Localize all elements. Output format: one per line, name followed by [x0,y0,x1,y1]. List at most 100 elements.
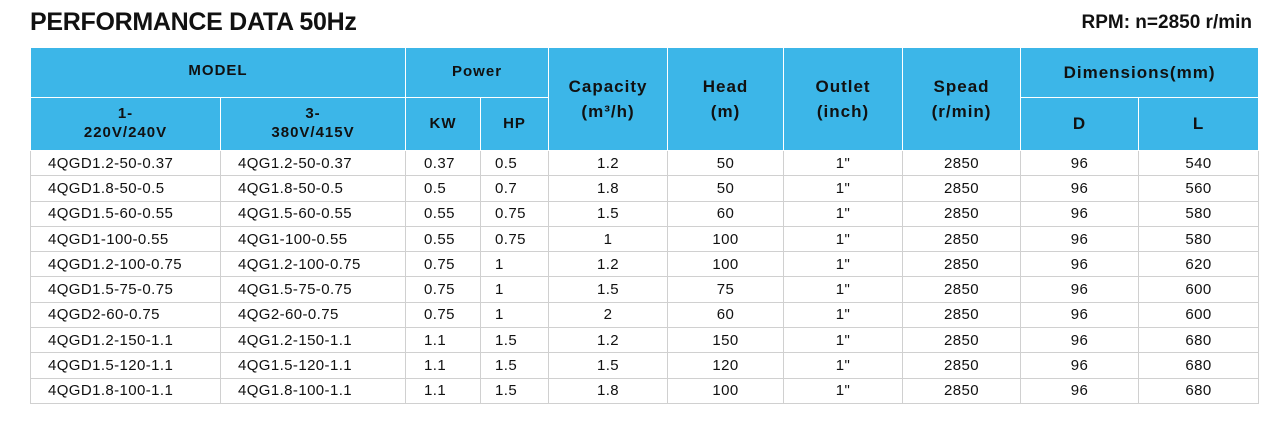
table-cell: 2 [548,301,669,329]
table-cell: 96 [1020,175,1140,202]
table-cell: 2850 [902,276,1022,303]
table-cell: 1.2 [548,251,669,278]
table-cell: 60 [667,200,785,227]
table-cell: 4QGD1.8-100-1.1 [30,377,221,404]
table-cell: 1" [783,149,904,177]
table-row: 4QGD1.2-50-0.37 4QG1.2-50-0.37 0.37 0.5 1.2 5… [30,149,1282,177]
table-cell: 4QGD2-60-0.75 [30,301,221,329]
table-row: 4QGD1.8-50-0.5 4QG1.8-50-0.5 0.5 0.7 1.8 50 1"… [30,175,1282,202]
table-cell: 2850 [902,200,1022,227]
table-cell: 0.75 [405,276,482,303]
table-cell: 4QG1.5-75-0.75 [219,276,407,303]
table-cell: 580 [1138,200,1260,227]
table-cell: 50 [667,175,785,202]
header-cell: L [1138,97,1260,151]
header-cell: MODEL [29,47,407,98]
table-cell: 0.5 [480,149,550,177]
table-cell: 4QGD1.5-75-0.75 [30,276,221,303]
table-row: 4QGD1.8-100-1.1 4QG1.8-100-1.1 1.1 1.5 1.8 10… [30,377,1282,404]
header-unit: (inch) [816,102,870,121]
table-cell: 2850 [902,327,1022,354]
header-text: Capacity [568,76,648,96]
table-cell: 1 [480,251,550,278]
table-cell: 1" [783,251,904,278]
header-text: Head [702,76,749,96]
table-cell: 600 [1138,276,1260,303]
table-cell: 1" [783,276,904,303]
table-row: 4QGD1.5-120-1.1 4QG1.5-120-1.1 1.1 1.5 1.5 12… [30,352,1282,379]
table-cell: 1.8 [548,377,669,404]
table-cell: 1.5 [480,377,550,404]
table-cell: 100 [667,377,785,404]
table-cell: 1 [480,276,550,303]
table-cell: 0.75 [405,251,482,278]
table-cell: 100 [667,225,785,253]
table-cell: 0.5 [405,175,482,202]
table-cell: 4QG1.2-50-0.37 [219,149,407,177]
table-cell: 96 [1020,377,1140,404]
table-cell: 4QG2-60-0.75 [219,301,407,329]
table-cell: 1.8 [548,175,669,202]
header-text: 1- [117,105,134,123]
table-cell: 2850 [902,301,1022,329]
table-row: 4QGD1.2-150-1.1 4QG1.2-150-1.1 1.1 1.5 1.2 15… [30,327,1282,354]
table-row: 4QGD1.2-100-0.75 4QG1.2-100-0.75 0.75 1 1.2 1… [30,251,1282,278]
header-text: 3- [305,105,321,123]
table-cell: 4QG1.8-50-0.5 [219,175,407,202]
table-cell: 2850 [902,352,1022,379]
table-cell: 1" [783,175,904,202]
table-cell: 4QG1-100-0.55 [219,225,407,253]
table-cell: 1" [783,327,904,354]
table-cell: 580 [1138,225,1260,253]
table-row: 4QGD1.5-60-0.55 4QG1.5-60-0.55 0.55 0.75 1.5… [30,200,1282,227]
table-cell: 1.5 [548,276,669,303]
header-unit: (r/min) [931,102,992,121]
table-cell: 1" [783,352,904,379]
table-cell: 96 [1020,149,1140,177]
table-cell: 680 [1138,327,1260,354]
table-cell: 4QGD1-100-0.55 [30,225,221,253]
table-cell: 2850 [902,225,1022,253]
table-cell: 1.1 [405,327,482,354]
table-cell: 4QG1.5-120-1.1 [219,352,407,379]
table-cell: 4QG1.5-60-0.55 [219,200,407,227]
table-cell: 0.7 [480,175,550,202]
table-cell: 0.37 [405,149,482,177]
table-cell: 4QGD1.8-50-0.5 [30,175,221,202]
table-cell: 1 [548,225,669,253]
table-cell: 75 [667,276,785,303]
table-cell: 680 [1138,377,1260,404]
table-cell: 2850 [902,377,1022,404]
table-cell: 150 [667,327,785,354]
table-cell: 1.2 [548,327,669,354]
table-cell: 1.5 [480,327,550,354]
header-cell: Power [405,47,550,98]
table-row: 4QGD1-100-0.55 4QG1-100-0.55 0.55 0.75 1 100 1… [30,225,1282,253]
table-cell: 96 [1020,251,1140,278]
table-cell: 60 [667,301,785,329]
header-cell: HP [480,97,550,151]
table-cell: 1.5 [548,352,669,379]
table-cell: 4QG1.2-150-1.1 [219,327,407,354]
header-unit: (m) [710,102,741,121]
table-cell: 1" [783,200,904,227]
table-cell: 680 [1138,352,1260,379]
header-cell: D [1020,97,1140,151]
table-row: 4QGD2-60-0.75 4QG2-60-0.75 0.75 1 2 60 1" 2850 9… [30,301,1282,329]
header-cell: Spead (r/min) [902,47,1022,151]
table-cell: 96 [1020,276,1140,303]
title: PERFORMANCE DATA 50Hz [30,8,357,36]
table-cell: 0.55 [405,200,482,227]
table-cell: 1 [480,301,550,329]
table-cell: 4QGD1.2-50-0.37 [30,149,221,177]
table-cell: 100 [667,251,785,278]
header-text: 380V/415V [271,124,355,141]
table-cell: 1.2 [548,149,669,177]
table-cell: 1" [783,377,904,404]
table-cell: 96 [1020,352,1140,379]
header-cell: Capacity (m³/h) [548,47,669,151]
table-cell: 1.5 [548,200,669,227]
header-unit: (m³/h) [581,102,635,121]
